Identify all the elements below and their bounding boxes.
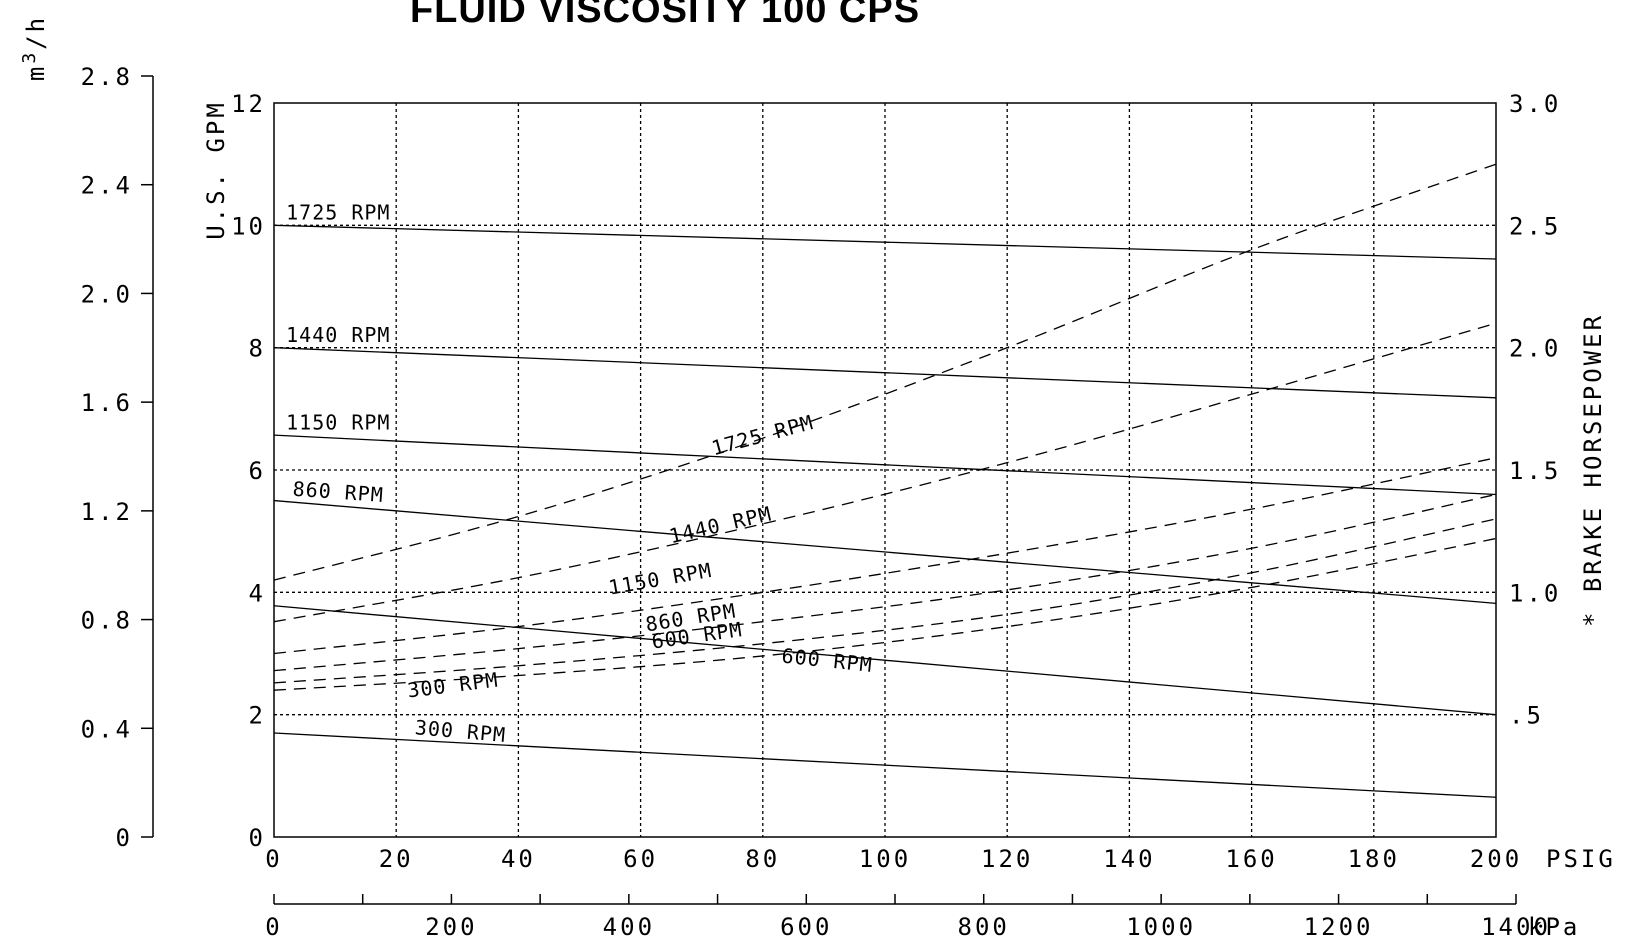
x-axis-label: PSIG xyxy=(1546,845,1616,873)
kpa-tick-label: 400 xyxy=(603,913,655,941)
flow-curve-1440-rpm xyxy=(273,347,1497,399)
x-tick-label: 40 xyxy=(501,845,536,873)
x-tick-label: 120 xyxy=(981,845,1033,873)
flow-curve-1150-rpm xyxy=(273,434,1497,496)
metric-tick-label: 1.6 xyxy=(81,389,133,417)
flow-curve-1725-rpm xyxy=(273,224,1497,260)
gpm-tick-label: 4 xyxy=(249,579,266,607)
metric-unit-rest: /h xyxy=(22,15,50,50)
x-tick-label: 100 xyxy=(859,845,911,873)
x-tick-label: 0 xyxy=(265,845,282,873)
x-tick-label: 160 xyxy=(1225,845,1277,873)
kpa-tick-label: 1400 xyxy=(1481,913,1551,941)
axis-layer xyxy=(141,75,1517,905)
metric-unit-superscript: 3 xyxy=(19,50,40,64)
x-tick-label: 140 xyxy=(1103,845,1155,873)
bhp-axis-label: * BRAKE HORSEPOWER xyxy=(1579,313,1607,627)
gpm-tick-label: 10 xyxy=(231,212,266,240)
kpa-tick-label: 1200 xyxy=(1304,913,1374,941)
x-tick-label: 180 xyxy=(1348,845,1400,873)
gpm-tick-label: 12 xyxy=(231,90,266,118)
flow-label-1150-rpm: 1150 RPM xyxy=(286,410,390,434)
kpa-tick-label: 1000 xyxy=(1126,913,1196,941)
power-label-1150-rpm: 1150 RPM xyxy=(607,558,714,600)
kpa-tick-label: 0 xyxy=(265,913,282,941)
x-tick-label: 60 xyxy=(623,845,658,873)
metric-unit-base: m xyxy=(22,64,50,81)
gpm-axis-label: U.S. GPM xyxy=(202,100,230,240)
x-tick-label: 200 xyxy=(1470,845,1522,873)
flow-label-600-rpm: 600 RPM xyxy=(780,644,873,677)
flow-curve-300-rpm xyxy=(273,732,1497,798)
bhp-tick-label: .5 xyxy=(1509,702,1544,730)
flow-label-1725-rpm: 1725 RPM xyxy=(286,201,390,225)
metric-axis-label: m3/h xyxy=(19,15,50,81)
grid-layer xyxy=(274,103,1496,837)
metric-tick-label: 2.8 xyxy=(81,63,133,91)
gpm-tick-label: 0 xyxy=(249,824,266,852)
bhp-tick-label: 2.0 xyxy=(1509,335,1561,363)
kpa-axis-label: kPa xyxy=(1528,913,1580,941)
power-curve-1440-rpm xyxy=(273,322,1497,623)
bhp-tick-label: 1.5 xyxy=(1509,457,1561,485)
bhp-tick-label: 3.0 xyxy=(1509,90,1561,118)
metric-tick-label: 1.2 xyxy=(81,498,133,526)
chart-title: FLUID VISCOSITY 100 CPS xyxy=(410,0,920,31)
kpa-tick-label: 600 xyxy=(780,913,832,941)
bhp-tick-label: 1.0 xyxy=(1509,579,1561,607)
x-tick-label: 80 xyxy=(745,845,780,873)
power-curve-1150-rpm xyxy=(273,457,1497,655)
gpm-tick-label: 2 xyxy=(249,702,266,730)
metric-tick-label: 0.8 xyxy=(81,607,133,635)
plot-frame xyxy=(273,102,1497,838)
flow-label-300-rpm: 300 RPM xyxy=(414,715,507,747)
flow-label-860-rpm: 860 RPM xyxy=(292,477,385,507)
metric-tick-label: 0 xyxy=(116,824,133,852)
flow-label-1440-rpm: 1440 RPM xyxy=(286,323,390,347)
bhp-tick-label: 2.5 xyxy=(1509,212,1561,240)
flow-curve-600-rpm xyxy=(273,605,1497,716)
gpm-tick-label: 6 xyxy=(249,457,266,485)
gpm-tick-label: 8 xyxy=(249,335,266,363)
metric-tick-label: 0.4 xyxy=(81,715,133,743)
kpa-tick-label: 200 xyxy=(425,913,477,941)
metric-tick-label: 2.0 xyxy=(81,280,133,308)
flow-curve-860-rpm xyxy=(273,499,1497,604)
x-tick-label: 20 xyxy=(379,845,414,873)
curve-layer xyxy=(273,163,1497,798)
metric-tick-label: 2.4 xyxy=(81,172,133,200)
kpa-tick-label: 800 xyxy=(958,913,1010,941)
power-curve-1725-rpm xyxy=(273,163,1497,581)
